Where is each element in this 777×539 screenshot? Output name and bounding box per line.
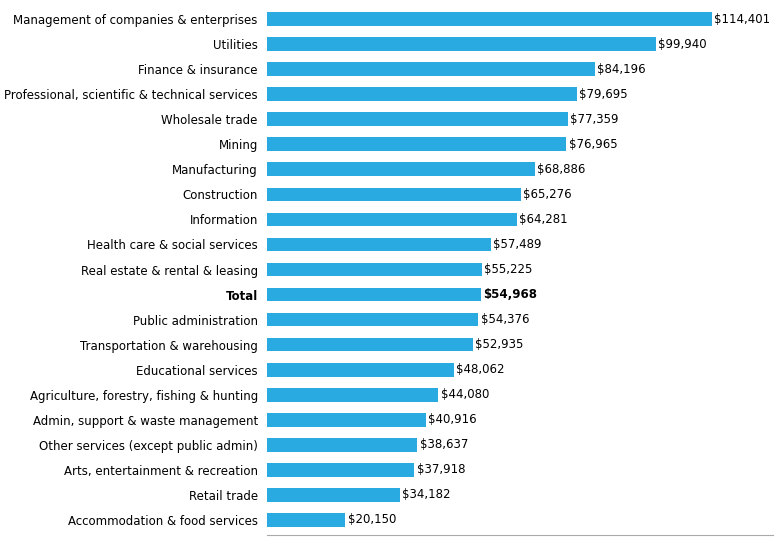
Text: $34,182: $34,182	[402, 488, 451, 501]
Bar	[267, 212, 517, 226]
Text: $99,940: $99,940	[658, 38, 707, 51]
Bar	[267, 463, 414, 476]
Bar	[267, 12, 712, 26]
Text: $20,150: $20,150	[347, 513, 396, 526]
Text: $114,401: $114,401	[714, 13, 771, 26]
Bar	[267, 137, 566, 151]
Text: $77,359: $77,359	[570, 113, 618, 126]
Text: $37,918: $37,918	[416, 463, 465, 476]
Text: $52,935: $52,935	[476, 338, 524, 351]
Bar	[267, 188, 521, 201]
Bar	[267, 63, 594, 76]
Text: $54,376: $54,376	[481, 313, 529, 326]
Bar	[267, 313, 479, 327]
Bar	[267, 113, 568, 126]
Bar	[267, 438, 417, 452]
Text: $64,281: $64,281	[519, 213, 568, 226]
Text: $79,695: $79,695	[580, 88, 628, 101]
Bar	[267, 513, 345, 527]
Bar	[267, 363, 454, 377]
Text: $44,080: $44,080	[441, 388, 489, 401]
Text: $55,225: $55,225	[484, 263, 532, 276]
Text: $76,965: $76,965	[569, 138, 618, 151]
Text: $40,916: $40,916	[428, 413, 477, 426]
Bar	[267, 238, 490, 251]
Text: $38,637: $38,637	[420, 438, 468, 451]
Text: $68,886: $68,886	[537, 163, 586, 176]
Text: $48,062: $48,062	[456, 363, 505, 376]
Text: $65,276: $65,276	[523, 188, 572, 201]
Bar	[267, 37, 656, 51]
Bar	[267, 413, 426, 426]
Text: $84,196: $84,196	[597, 63, 646, 76]
Bar	[267, 388, 438, 402]
Bar	[267, 262, 482, 277]
Bar	[267, 288, 481, 301]
Bar	[267, 87, 577, 101]
Text: $54,968: $54,968	[483, 288, 537, 301]
Text: $57,489: $57,489	[493, 238, 542, 251]
Bar	[267, 488, 400, 502]
Bar	[267, 338, 473, 351]
Bar	[267, 162, 535, 176]
